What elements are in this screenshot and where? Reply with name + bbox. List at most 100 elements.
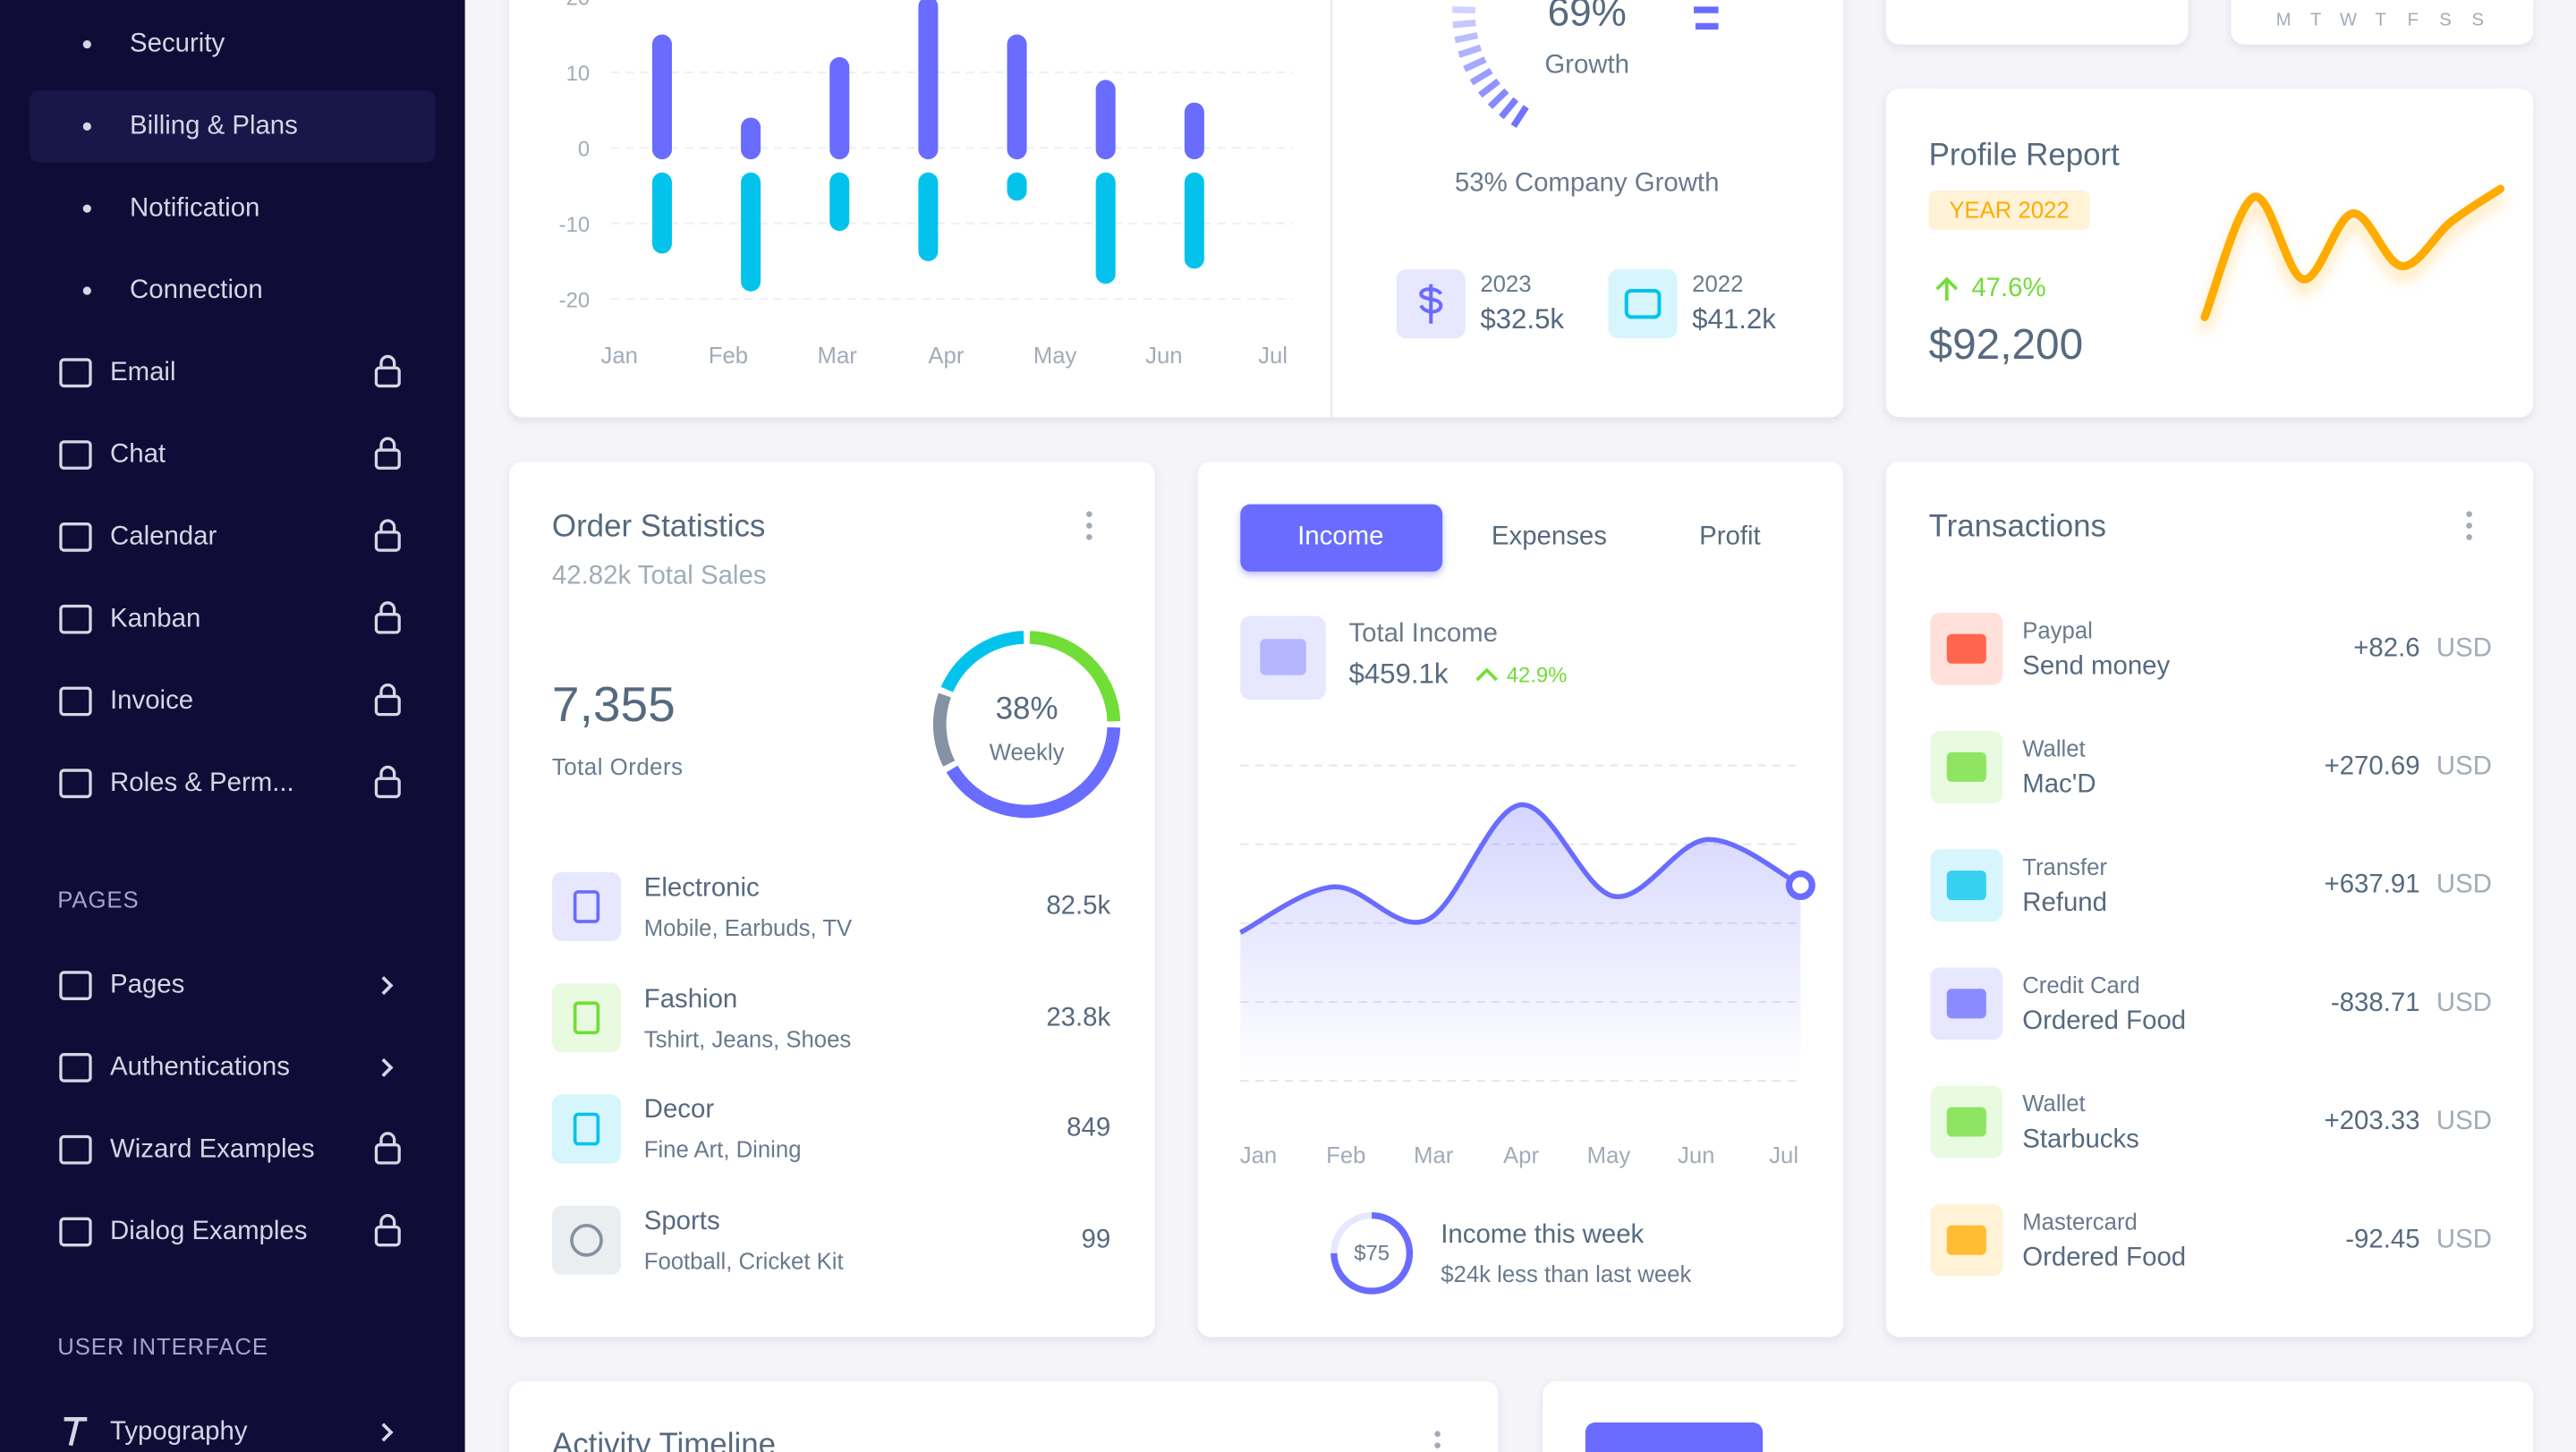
up-arrow [1935, 276, 1959, 301]
menu-icon [59, 604, 92, 634]
menu-item[interactable]: Security [130, 30, 225, 59]
more-button[interactable] [1086, 511, 1092, 517]
category-icon-bg [551, 871, 622, 942]
more-button[interactable] [2466, 511, 2472, 517]
lock-icon [379, 684, 396, 697]
menu-item[interactable]: Authentications [110, 1053, 290, 1082]
tab[interactable]: Profit [1699, 522, 1761, 551]
x-tick-label: Jul [1769, 1143, 1798, 1168]
transaction-method: Paypal [2022, 616, 2093, 643]
y-tick-label: 10 [566, 62, 591, 86]
section-header: PAGES [57, 886, 140, 913]
menu-item[interactable]: Invoice [110, 687, 194, 716]
bar [829, 56, 850, 160]
menu-item[interactable]: Chat [110, 440, 166, 470]
income-change: 42.9% [1506, 662, 1568, 687]
menu-item[interactable]: Billing & Plans [130, 112, 298, 140]
more-button[interactable] [1086, 534, 1092, 540]
weekday: M [2275, 10, 2291, 30]
sidebar [0, 0, 465, 1452]
bullet [82, 39, 91, 49]
transaction-method: Wallet [2022, 734, 2086, 762]
weekday: S [2471, 10, 2484, 30]
donut-label: 38% [995, 692, 1058, 727]
transaction-desc: Send money [2022, 652, 2171, 681]
menu-item[interactable]: Wizard Examples [110, 1135, 315, 1164]
menu-icon [59, 971, 92, 1000]
bar [651, 172, 672, 254]
amount: $92,200 [1928, 318, 2084, 369]
bullet [82, 286, 91, 295]
menu-item[interactable]: Pages [110, 971, 185, 1000]
tab[interactable]: Expenses [1491, 522, 1607, 551]
more-button[interactable] [1434, 1431, 1441, 1438]
category-desc: Football, Cricket Kit [643, 1247, 844, 1275]
lock-icon [374, 448, 401, 470]
lock-icon [374, 366, 401, 388]
week-subtitle: $24k less than last week [1441, 1261, 1692, 1287]
lock-icon [374, 613, 401, 634]
tab[interactable]: Income [1297, 522, 1384, 551]
category-icon-bg [551, 983, 622, 1053]
more-button[interactable] [2466, 522, 2472, 529]
menu-item[interactable]: Roles & Perm... [110, 768, 294, 798]
transaction-amount: -838.71 [2330, 989, 2420, 1018]
bar [1184, 102, 1204, 160]
active-item-bg [30, 89, 436, 163]
x-tick-label: Mar [818, 344, 858, 369]
menu-item[interactable]: Connection [130, 276, 263, 305]
category-desc: Mobile, Earbuds, TV [643, 913, 853, 941]
wallet-icon [1260, 639, 1306, 675]
more-button[interactable] [1434, 1442, 1441, 1448]
week-title: Income this week [1441, 1220, 1645, 1250]
gauge-tick [1469, 67, 1493, 86]
ring-progress [1331, 1211, 1414, 1295]
category-value: 849 [1067, 1115, 1111, 1143]
gauge-tick [1477, 78, 1501, 98]
menu-icon [59, 440, 92, 470]
x-tick-label: May [1587, 1143, 1631, 1168]
currency: USD [2436, 1226, 2492, 1254]
category-name: Sports [643, 1208, 720, 1236]
weekday: T [2310, 10, 2322, 30]
transaction-amount: +637.91 [2324, 870, 2420, 900]
tab-button[interactable] [1585, 1422, 1764, 1452]
gauge-tick [1454, 31, 1479, 44]
more-button[interactable] [1086, 522, 1092, 529]
bar [918, 0, 939, 160]
card-title: Profile Report [1928, 139, 2120, 174]
weekday: F [2407, 10, 2419, 30]
menu-item[interactable]: Typography [110, 1418, 248, 1447]
bar [1095, 80, 1116, 160]
x-tick-label: Feb [709, 344, 748, 369]
x-tick-label: Apr [928, 344, 964, 369]
menu-item[interactable]: Notification [130, 194, 260, 223]
lock-icon [379, 765, 396, 779]
lock-icon [379, 437, 396, 451]
y-tick-label: -20 [559, 288, 590, 312]
category-name: Decor [643, 1097, 715, 1125]
menu-item[interactable]: Kanban [110, 605, 201, 633]
badge [1928, 190, 2090, 231]
lock-icon [374, 1143, 401, 1165]
transaction-desc: Ordered Food [2022, 1007, 2187, 1036]
menu-item[interactable]: Dialog Examples [110, 1218, 308, 1246]
bar [918, 172, 939, 261]
menu-item[interactable]: Email [110, 358, 176, 387]
chevron-icon [381, 976, 394, 996]
y-tick-label: 0 [578, 137, 590, 161]
transaction-desc: Refund [2022, 889, 2107, 918]
transaction-icon [1946, 633, 1986, 664]
total-label: Total Orders [551, 752, 684, 780]
bar [829, 172, 850, 232]
more-button[interactable] [2466, 534, 2472, 540]
income-tab-active[interactable] [1240, 504, 1443, 572]
lock-icon [379, 1214, 396, 1227]
gauge-tick [1452, 19, 1476, 29]
stat-icon [1608, 269, 1678, 339]
bullet [82, 122, 91, 131]
lock-icon [379, 1132, 396, 1145]
menu-icon [59, 358, 92, 388]
category-icon [570, 1224, 603, 1257]
menu-item[interactable]: Calendar [110, 522, 217, 551]
